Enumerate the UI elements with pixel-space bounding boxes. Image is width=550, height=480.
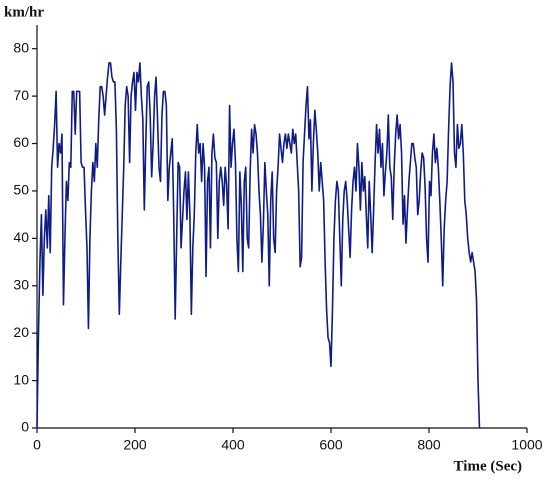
x-tick-label: 1000 — [511, 437, 542, 453]
x-tick-label: 600 — [319, 437, 343, 453]
x-tick-label: 200 — [123, 437, 147, 453]
y-tick-label: 50 — [13, 182, 29, 198]
x-axis-label: Time (Sec) — [454, 458, 522, 474]
y-tick-label: 20 — [13, 324, 29, 340]
speed-line — [36, 62, 481, 429]
y-axis-label: km/hr — [4, 4, 44, 20]
x-tick-label: 0 — [33, 437, 41, 453]
x-tick-label: 800 — [417, 437, 441, 453]
y-tick-label: 10 — [13, 371, 29, 387]
y-tick-label: 40 — [13, 229, 29, 245]
y-tick-label: 0 — [21, 419, 29, 435]
x-tick-label: 400 — [221, 437, 245, 453]
y-tick-label: 80 — [13, 39, 29, 55]
y-tick-label: 70 — [13, 87, 29, 103]
y-tick-label: 30 — [13, 276, 29, 292]
y-tick-label: 60 — [13, 134, 29, 150]
